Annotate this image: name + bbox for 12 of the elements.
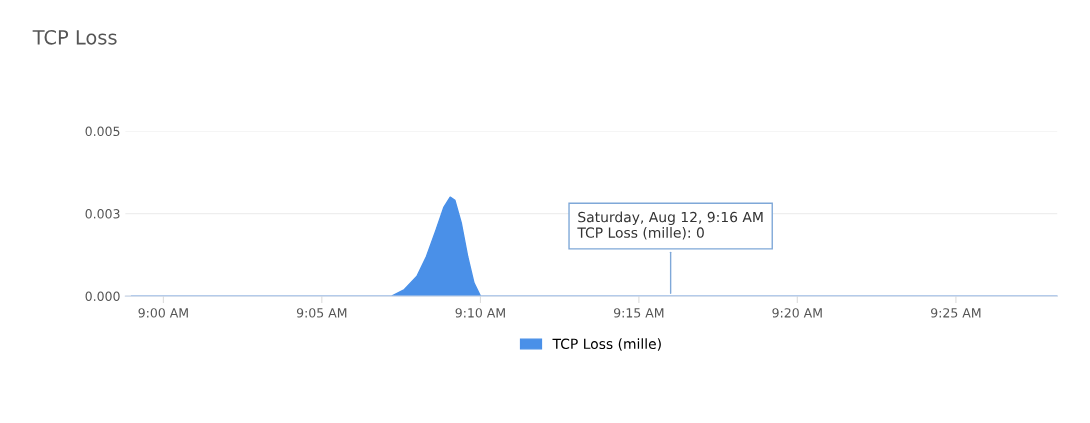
x-tick-label: 9:20 AM (772, 308, 822, 318)
annotation: Saturday, Aug 12, 9:16 AM TCP Loss (mille): 0 (577, 211, 763, 240)
x-tick-label: 9:10 AM (455, 308, 505, 318)
y-tick-label: 0.000 (85, 291, 120, 302)
x-tick-label: 9:15 AM (613, 308, 664, 318)
y-tick-label: 0.005 (85, 126, 120, 137)
legend-label: TCP Loss (mille) (552, 338, 661, 351)
chart-title: TCP Loss (32, 29, 117, 45)
x-tick-label: 9:00 AM (138, 308, 188, 318)
x-tick-label: 9:05 AM (296, 308, 347, 318)
y-tick-label: 0.003 (85, 209, 120, 219)
x-tick-label: 9:25 AM (931, 308, 981, 318)
